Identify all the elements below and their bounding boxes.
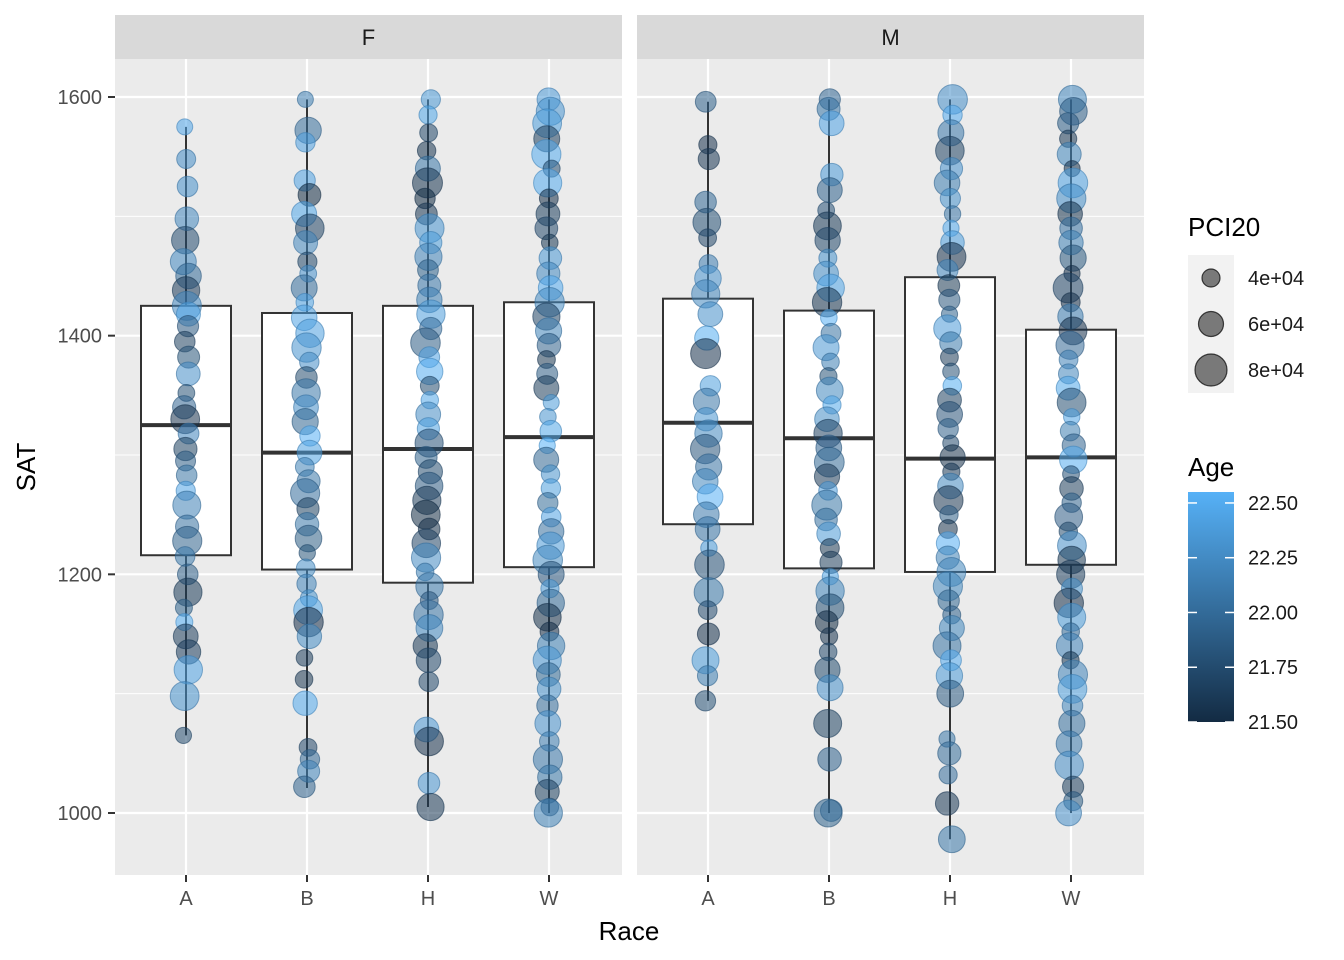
strip-f-background [115,15,622,59]
y-axis: 1000 1200 1400 1600 [58,87,115,825]
strip-f-label: F [362,25,375,50]
legend-size-key [1197,310,1225,338]
legend-size-label: 6e+04 [1248,314,1304,336]
panel-m: M [637,15,1144,875]
legend-size-key [1201,268,1221,288]
data-point [813,798,843,828]
legend-size-title: PCI20 [1188,212,1260,242]
data-point [415,647,442,674]
data-point [696,622,720,646]
data-point [176,118,194,136]
data-point [698,228,718,248]
data-point [694,690,717,712]
panel-m-points [689,84,1089,854]
data-point [694,90,717,113]
y-axis-title: SAT [11,443,41,492]
strip-m-background [637,15,1144,59]
legend-color-label: 22.25 [1248,548,1298,570]
data-point [938,765,958,785]
data-point [176,175,199,198]
data-point [694,549,725,581]
data-point [175,361,201,387]
data-point [419,123,439,143]
data-point [1055,799,1082,827]
strip-m-label: M [881,25,899,50]
data-point [296,90,314,108]
data-point [813,709,843,738]
legend-size-keys: 4e+04 6e+04 8e+04 [1188,255,1304,393]
data-point [697,600,718,621]
x-tick-label: A [701,888,715,910]
data-point [294,670,314,689]
data-point [816,674,844,702]
x-tick-label: H [943,888,957,910]
data-point [696,665,719,687]
data-point [542,393,560,411]
data-point [169,681,200,711]
data-point [417,771,441,795]
data-point [173,655,204,685]
legend-size-label: 4e+04 [1248,268,1304,290]
data-point [533,798,563,828]
data-point [296,623,323,650]
legend-color-label: 22.50 [1248,493,1298,515]
data-point [418,105,438,125]
data-point [174,546,196,567]
legend-color-label: 22.00 [1248,602,1298,624]
data-point [818,110,845,137]
data-point [819,627,839,646]
data-point [937,741,962,766]
legend-size-key [1194,353,1228,387]
data-point [292,690,318,716]
data-point [943,205,962,223]
x-tick-label: A [179,888,193,910]
panel-f-points [169,87,566,828]
legend-size-label: 8e+04 [1248,360,1304,382]
x-axis-title: Race [599,916,660,946]
y-tick-label: 1600 [58,87,103,109]
x-tick-label: W [1062,888,1081,910]
x-tick-label: H [421,888,435,910]
data-point [174,726,193,745]
data-point [690,338,722,370]
data-point [697,147,720,171]
x-tick-label: B [300,888,313,910]
legend-color-bar [1188,492,1234,722]
data-point [293,230,319,256]
data-point [176,149,197,170]
data-point [936,679,965,708]
data-point [1054,750,1084,780]
data-point [939,187,961,210]
data-point [295,132,316,153]
data-point [697,301,724,328]
data-point [416,792,445,822]
data-point [414,726,444,757]
y-tick-label: 1000 [58,803,103,825]
panel-f: F [115,15,622,875]
data-point [934,791,960,816]
x-tick-label: W [540,888,559,910]
data-point [816,177,843,204]
legend-color-ticks: 22.50 22.25 22.00 21.75 21.50 [1188,493,1298,734]
panel-m-boxplots [662,99,1117,840]
x-tick-label: B [822,888,835,910]
data-point [694,516,721,542]
data-point [295,649,314,667]
y-tick-label: 1200 [58,564,103,586]
data-point [937,825,966,854]
data-point [817,747,842,772]
legend-color: Age 22.50 22.25 22.00 21.75 21.50 [1188,452,1298,734]
legend-size: PCI20 4e+04 6e+04 8e+04 [1188,212,1304,393]
data-point [293,775,316,799]
legend-color-title: Age [1188,452,1234,482]
legend-color-label: 21.50 [1248,712,1298,734]
legend-color-label: 21.75 [1248,657,1298,679]
data-point [418,671,440,693]
y-tick-label: 1400 [58,326,103,348]
